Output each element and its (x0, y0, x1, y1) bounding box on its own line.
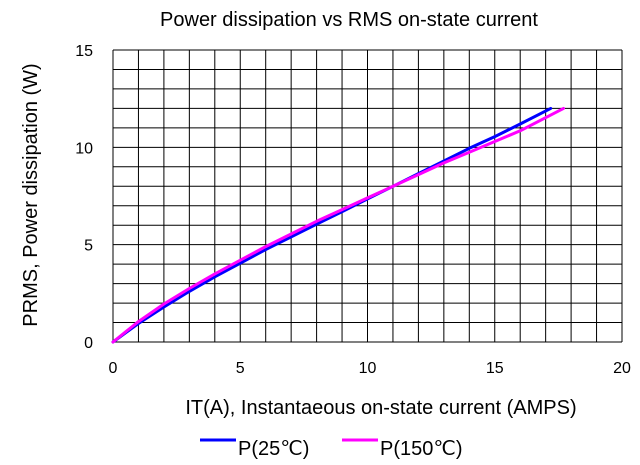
x-tick-label: 20 (613, 360, 631, 377)
x-axis-label: IT(A), Instantaeous on-state current (AM… (185, 397, 576, 419)
series-line-p150c (111, 106, 565, 344)
y-tick-label: 0 (84, 335, 93, 352)
legend: P(25℃) P(150℃) (200, 438, 463, 460)
y-tick-label: 5 (84, 238, 93, 255)
x-tick-label: 5 (236, 360, 245, 377)
plot-grid (112, 49, 623, 343)
series-layer (111, 106, 565, 344)
y-tick-labels: 0 5 10 15 (75, 43, 93, 352)
x-tick-label: 15 (486, 360, 504, 377)
x-tick-label: 0 (109, 360, 118, 377)
y-tick-label: 15 (75, 43, 93, 60)
y-axis-label: PRMS, Power dissipation (W) (20, 63, 42, 326)
y-tick-label: 10 (75, 140, 93, 157)
x-tick-labels: 0 5 10 15 20 (109, 360, 631, 377)
legend-label: P(150℃) (380, 438, 463, 460)
series-line-p25c (111, 106, 553, 344)
legend-label: P(25℃) (238, 438, 309, 460)
chart-title: Power dissipation vs RMS on-state curren… (160, 9, 538, 31)
x-tick-label: 10 (359, 360, 377, 377)
